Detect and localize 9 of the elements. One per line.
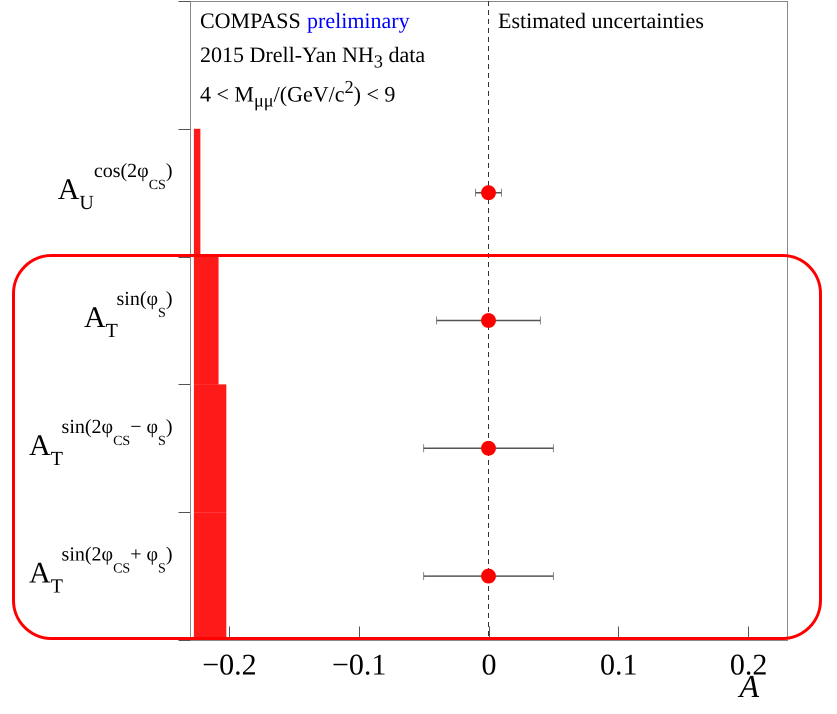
annotation: 4 < M$_{μμ}$/(GeV/c$^{2}$) < 9 [200,77,396,111]
annotation: COMPASS [200,8,301,33]
annotation: preliminary [307,8,410,33]
annotation: Estimated uncertainties [498,8,704,33]
x-tick-label: 0.1 [600,648,638,682]
annotation: 2015 Drell-Yan NH$_{3}$ data [200,42,426,72]
x-tick-label: −0.2 [202,648,257,682]
x-tick-label: 0 [482,648,496,682]
x-tick-label: −0.1 [332,648,386,682]
